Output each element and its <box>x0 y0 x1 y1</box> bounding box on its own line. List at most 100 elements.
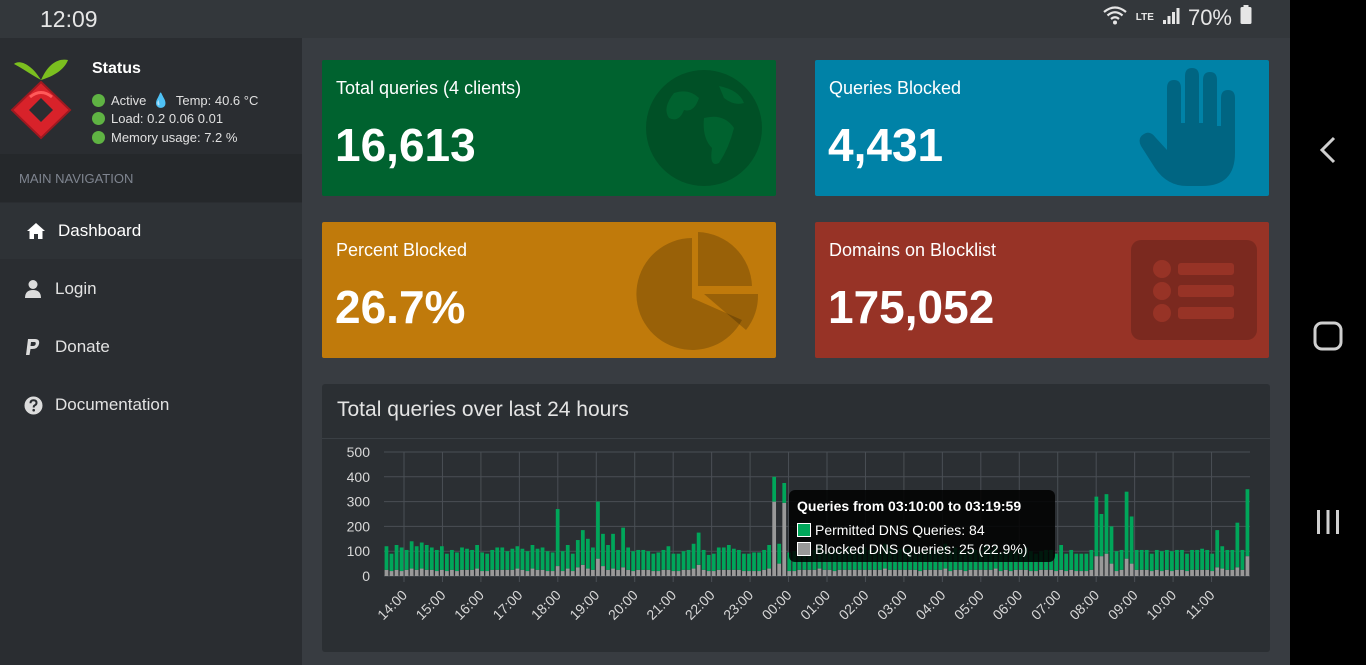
x-tick-label: 01:00 <box>797 587 833 623</box>
bar-blocked <box>903 569 907 576</box>
bar-permitted <box>429 547 434 570</box>
bar-blocked <box>656 571 661 576</box>
recents-button[interactable] <box>1290 505 1366 539</box>
bar-blocked <box>958 569 963 576</box>
bar-permitted <box>716 547 721 570</box>
tile-queries-blocked[interactable]: Queries Blocked 4,431 <box>815 60 1269 196</box>
bar-blocked <box>394 569 399 576</box>
x-tick-label: 19:00 <box>566 587 602 623</box>
bar-permitted <box>601 533 605 567</box>
bar-blocked <box>807 569 812 576</box>
bar-blocked <box>1180 569 1184 576</box>
bar-permitted <box>1124 491 1129 559</box>
bar-blocked <box>1200 569 1204 576</box>
sidebar-item-login[interactable]: Login <box>0 261 302 317</box>
bar-permitted <box>560 551 565 572</box>
bar-permitted <box>540 547 545 570</box>
bar-blocked <box>560 571 565 576</box>
temp-label: Temp: 40.6 °C <box>175 93 259 108</box>
bar-permitted <box>1190 549 1194 570</box>
bar-blocked <box>1029 571 1033 576</box>
bar-blocked <box>1210 571 1215 576</box>
bar-blocked <box>777 563 782 576</box>
bar-permitted <box>399 547 404 572</box>
bar-blocked <box>852 569 857 576</box>
bar-permitted <box>686 549 691 570</box>
bar-blocked <box>827 569 832 576</box>
bar-blocked <box>495 569 500 576</box>
bar-blocked <box>1159 571 1164 576</box>
x-tick-label: 02:00 <box>835 587 871 623</box>
bar-permitted <box>591 547 595 570</box>
bar-permitted <box>1129 516 1134 564</box>
x-tick-label: 10:00 <box>1143 587 1179 623</box>
bar-blocked <box>409 568 414 576</box>
x-tick-label: 15:00 <box>412 587 448 623</box>
back-button[interactable] <box>1290 130 1366 170</box>
app-screen: 12:09 LTE 70% <box>0 0 1290 665</box>
bar-blocked <box>389 571 394 576</box>
home-square-icon <box>1313 321 1343 351</box>
home-button[interactable] <box>1290 318 1366 354</box>
bar-blocked <box>520 569 525 576</box>
x-tick-label: 14:00 <box>374 587 410 623</box>
x-tick-label: 03:00 <box>874 587 910 623</box>
bar-blocked <box>847 569 852 576</box>
bar-blocked <box>872 569 877 576</box>
sidebar-item-dashboard[interactable]: Dashboard <box>0 203 302 259</box>
bar-blocked <box>1149 571 1154 576</box>
bar-permitted <box>1215 530 1220 568</box>
bar-blocked <box>1225 569 1230 576</box>
x-tick-label: 21:00 <box>643 587 679 623</box>
bar-permitted <box>752 552 756 572</box>
bar-blocked <box>686 569 691 576</box>
tile-value: 175,052 <box>828 281 995 333</box>
bar-blocked <box>757 571 761 576</box>
queries-chart-panel: Total queries over last 24 hours 0 100 200… <box>322 384 1270 652</box>
bar-blocked <box>1039 569 1043 576</box>
bar-permitted <box>404 549 409 570</box>
bar-permitted <box>1230 549 1235 570</box>
bar-permitted <box>641 549 646 570</box>
x-tick-label: 07:00 <box>1028 587 1064 623</box>
bar-permitted <box>636 549 641 570</box>
bar-permitted <box>626 547 631 570</box>
bar-permitted <box>631 551 636 572</box>
bar-blocked <box>1119 569 1124 576</box>
bar-blocked <box>1034 571 1038 576</box>
x-tick-label: 20:00 <box>605 587 641 623</box>
bar-blocked <box>460 569 464 576</box>
tile-total-queries[interactable]: Total queries (4 clients) 16,613 <box>322 60 776 196</box>
sidebar-item-donate[interactable]: Donate <box>0 319 302 375</box>
tile-value: 4,431 <box>828 119 944 171</box>
bar-permitted <box>757 552 761 572</box>
bar-blocked <box>867 569 872 576</box>
bar-blocked <box>832 571 837 576</box>
bar-permitted <box>777 543 782 564</box>
bar-blocked <box>1220 568 1225 576</box>
bar-permitted <box>787 552 792 572</box>
bar-permitted <box>480 552 484 572</box>
bar-blocked <box>1079 571 1084 576</box>
bar-permitted <box>646 551 651 570</box>
queries-chart[interactable]: 0 100 200 300 400 500 14:00 15:00 16:00 17:00 18:0… <box>322 444 1270 652</box>
tile-percent-blocked[interactable]: Percent Blocked 26.7% <box>322 222 776 358</box>
bar-blocked <box>983 569 988 576</box>
bar-permitted <box>520 548 525 570</box>
bar-permitted <box>1210 553 1215 572</box>
bar-permitted <box>1109 526 1114 564</box>
thermometer-drop-icon: 💧 <box>152 92 170 108</box>
bar-permitted <box>1089 549 1094 570</box>
bar-permitted <box>1119 549 1124 570</box>
sidebar-item-label: Documentation <box>55 395 170 414</box>
bar-permitted <box>1054 553 1058 572</box>
tooltip-permitted: Permitted DNS Queries: 84 <box>815 521 985 538</box>
status-active-line: Active 💧 Temp: 40.6 °C <box>92 92 258 109</box>
x-tick-label: 18:00 <box>528 587 564 623</box>
bar-blocked <box>636 569 641 576</box>
bar-blocked <box>782 502 787 576</box>
bar-permitted <box>475 545 479 569</box>
sidebar-item-documentation[interactable]: Documentation <box>0 377 302 433</box>
tile-value: 26.7% <box>335 281 466 333</box>
tile-domains-on-blocklist[interactable]: Domains on Blocklist 175,052 <box>815 222 1269 358</box>
